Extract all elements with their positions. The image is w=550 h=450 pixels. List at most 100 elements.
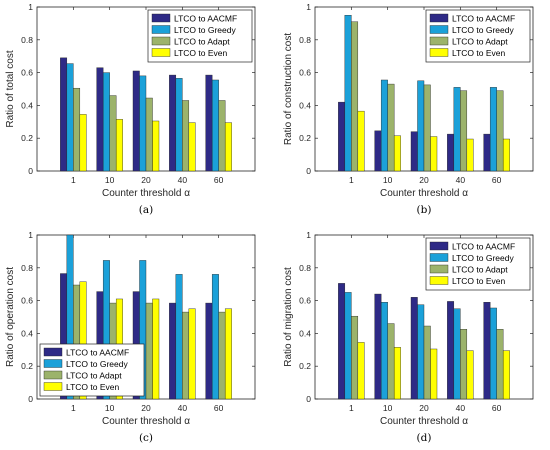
y-tick-label: 0.8 [21,263,33,273]
x-tick-label: 10 [105,403,115,413]
legend-entry: LTCO to Adapt [66,371,122,381]
bar-ltco-to-adapt-10 [387,83,395,172]
legend-swatch [429,241,449,251]
bar-ltco-to-greedy-60 [489,307,497,400]
bar-ltco-to-adapt-60 [218,311,226,400]
y-tick-label: 0.4 [299,328,311,338]
bar-ltco-to-even-40 [188,308,196,400]
legend-entry: LTCO to Adapt [452,265,508,275]
bar-ltco-to-greedy-10 [380,302,388,400]
legend-entry: LTCO to Even [174,48,227,58]
bar-ltco-to-adapt-1 [351,21,359,172]
y-tick-label: 0.6 [21,296,33,306]
bar-ltco-to-greedy-40 [453,308,461,400]
x-tick-label: 60 [492,403,502,413]
bar-ltco-to-aacmf-60 [205,302,213,400]
y-axis-label: Ratio of total cost [5,50,16,127]
bar-ltco-to-adapt-20 [145,97,153,172]
y-tick-label: 0.8 [299,35,311,45]
legend-swatch [429,253,449,262]
panel-caption: (a) [139,204,153,216]
bar-ltco-to-adapt-40 [182,100,190,172]
y-tick-label: 0 [306,394,311,404]
x-tick-label: 40 [456,403,466,413]
bar-ltco-to-even-40 [466,350,474,400]
bar-ltco-to-even-60 [502,138,510,172]
bar-ltco-to-aacmf-20 [410,297,418,400]
y-tick-label: 1 [28,2,33,12]
x-tick-label: 40 [456,175,466,185]
y-axis-label: Ratio of operation cost [5,267,16,367]
bar-ltco-to-aacmf-60 [205,74,213,172]
bar-ltco-to-even-20 [152,120,160,172]
x-tick-label: 20 [141,403,151,413]
bar-ltco-to-adapt-20 [145,302,153,400]
x-axis-label: Counter threshold α [102,188,190,199]
y-tick-label: 0.8 [299,263,311,273]
bar-ltco-to-even-10 [115,119,123,172]
y-axis-label: Ratio of migration cost [283,267,294,367]
legend-swatch [151,48,171,57]
bar-ltco-to-aacmf-40 [447,301,455,400]
chart-panel-2: 0 0.2 0.4 0.6 0.8 1 1 10 20 40 60 Counter threshold… [283,2,534,216]
y-tick-label: 0.2 [21,133,33,143]
bar-ltco-to-greedy-40 [453,87,461,172]
panel-caption: (c) [139,432,153,444]
bar-ltco-to-greedy-1 [66,63,74,172]
bar-ltco-to-even-1 [357,342,365,400]
panel-caption: (d) [417,432,432,444]
legend-swatch [429,13,449,23]
legend-swatch [43,370,63,380]
bar-ltco-to-aacmf-10 [96,67,104,172]
y-tick-label: 0 [28,166,33,176]
bar-ltco-to-greedy-20 [139,75,147,172]
y-tick-label: 1 [28,230,33,240]
legend-swatch [151,13,171,23]
y-tick-label: 0.6 [299,68,311,78]
x-tick-label: 60 [214,403,224,413]
y-tick-label: 0.6 [299,296,311,306]
y-tick-label: 0.2 [299,361,311,371]
bar-ltco-to-adapt-60 [218,100,226,172]
bar-ltco-to-adapt-40 [460,329,468,400]
bar-ltco-to-greedy-10 [102,72,110,172]
bar-ltco-to-aacmf-1 [338,283,346,400]
legend-swatch [43,382,63,391]
bar-ltco-to-aacmf-40 [169,74,177,172]
bar-ltco-to-aacmf-10 [374,130,382,172]
bar-ltco-to-aacmf-60 [483,133,491,172]
y-tick-label: 0.4 [21,328,33,338]
bar-ltco-to-greedy-40 [175,78,183,172]
chart-panel-3: 0 0.2 0.4 0.6 0.8 1 1 10 20 40 60 Counter threshold… [5,230,256,444]
x-tick-label: 1 [71,403,76,413]
legend-entry: LTCO to Adapt [174,37,230,47]
bar-ltco-to-greedy-20 [417,80,425,172]
legend-swatch [151,25,171,34]
bar-ltco-to-aacmf-1 [338,101,346,172]
panel-caption: (b) [417,204,432,216]
legend-entry: LTCO to AACMF [452,14,515,24]
x-axis-label: Counter threshold α [102,416,190,427]
bar-ltco-to-adapt-10 [109,95,117,172]
legend-swatch [429,48,449,57]
bar-ltco-to-even-60 [224,308,232,400]
bar-ltco-to-aacmf-60 [483,302,491,400]
legend-swatch [429,36,449,46]
legend-swatch [429,25,449,34]
chart-panel-4: 0 0.2 0.4 0.6 0.8 1 1 10 20 40 60 Counter threshold… [283,230,534,444]
bar-ltco-to-greedy-40 [175,274,183,400]
bar-ltco-to-even-40 [466,138,474,172]
bar-ltco-to-adapt-1 [73,87,81,172]
bar-ltco-to-aacmf-1 [60,57,68,172]
legend-entry: LTCO to Even [66,382,119,392]
legend-entry: LTCO to AACMF [452,242,515,252]
bar-ltco-to-even-20 [152,298,160,400]
bar-ltco-to-even-20 [430,136,438,172]
bar-ltco-to-adapt-20 [423,84,431,172]
bar-ltco-to-greedy-1 [344,14,352,172]
x-tick-label: 20 [419,403,429,413]
x-tick-label: 20 [419,175,429,185]
legend-entry: LTCO to Greedy [174,25,236,35]
legend-swatch [43,359,63,368]
